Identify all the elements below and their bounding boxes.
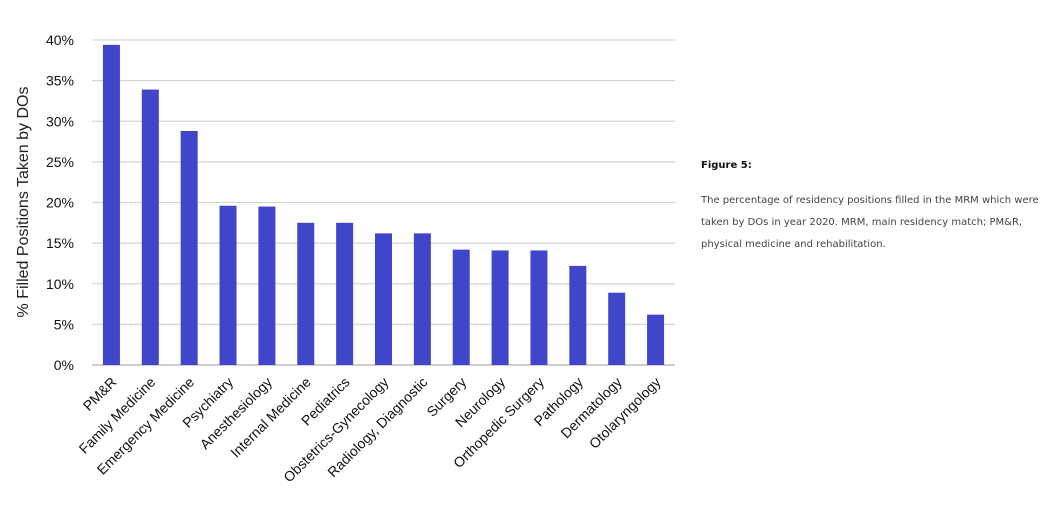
- y-tick-label: 25%: [46, 154, 74, 170]
- y-axis-title: % Filled Positions Taken by DOs: [15, 87, 32, 318]
- bar: [141, 89, 159, 365]
- bar: [102, 44, 120, 365]
- caption-title: Figure 5:: [701, 160, 752, 171]
- y-tick-label: 5%: [54, 316, 74, 332]
- y-tick-label: 20%: [46, 195, 74, 211]
- bar: [491, 250, 509, 365]
- bar: [297, 222, 315, 365]
- y-tick-label: 0%: [54, 357, 74, 373]
- y-tick-label: 35%: [46, 73, 74, 89]
- bars: [102, 44, 665, 365]
- y-tick-label: 30%: [46, 113, 74, 129]
- caption-text: The percentage of residency positions fi…: [701, 195, 1039, 250]
- bar: [569, 265, 587, 365]
- figure-caption: Figure 5: The percentage of residency po…: [701, 160, 1051, 256]
- y-tick-label: 15%: [46, 235, 74, 251]
- y-tick-label: 40%: [46, 32, 74, 48]
- x-category-label: Otolaryngology: [586, 374, 664, 452]
- bar: [413, 233, 431, 365]
- bar: [608, 292, 626, 365]
- bar: [219, 205, 237, 365]
- bar: [452, 249, 470, 365]
- bar: [258, 206, 276, 365]
- bar: [180, 131, 198, 365]
- bar: [647, 314, 665, 365]
- bar: [336, 222, 354, 365]
- bar: [530, 250, 548, 365]
- bar: [375, 233, 392, 365]
- y-tick-labels: 0% 5% 10% 15% 20% 25% 30% 35% 40%: [46, 32, 74, 373]
- y-tick-label: 10%: [46, 276, 74, 292]
